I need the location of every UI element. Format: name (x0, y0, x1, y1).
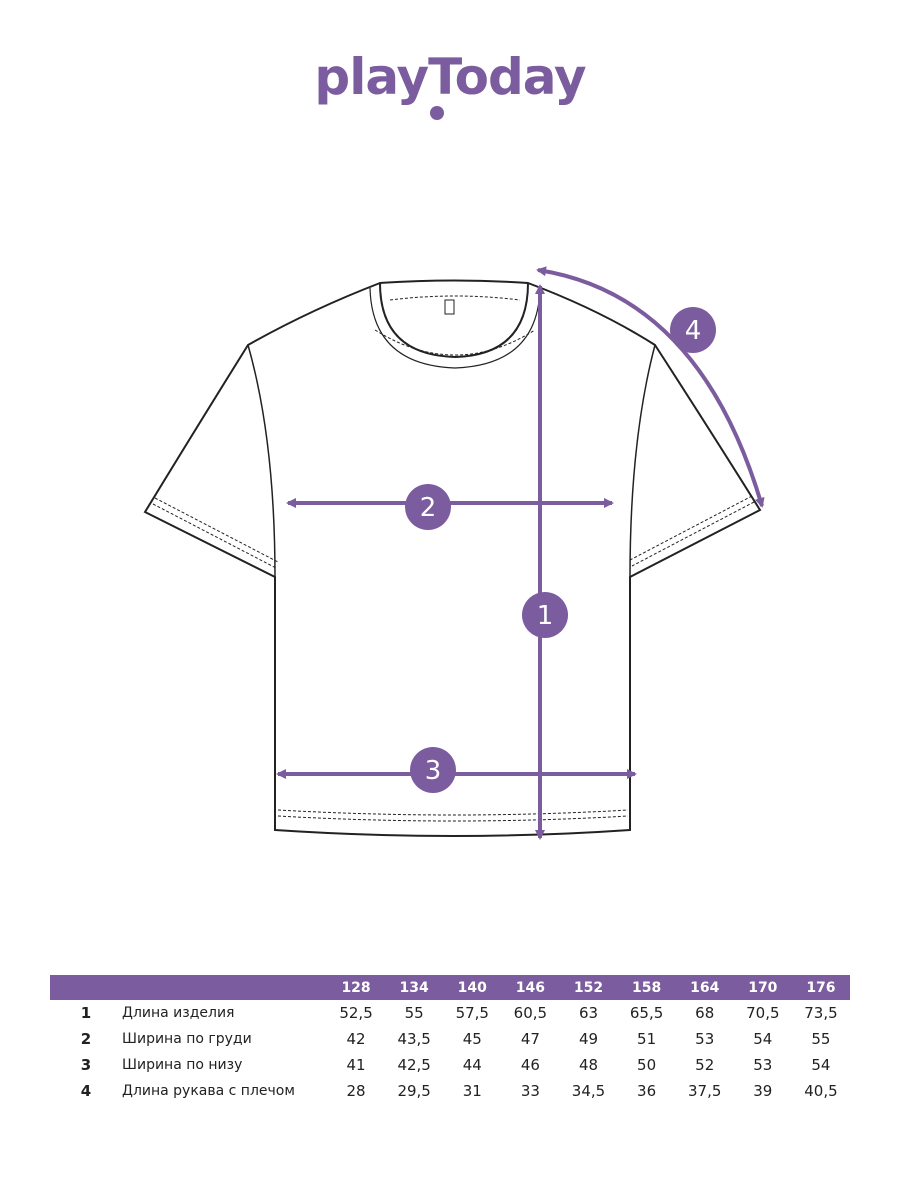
cell-value: 70,5 (746, 1004, 780, 1022)
cell-value: 54 (811, 1056, 831, 1074)
cell-value: 68 (695, 1004, 715, 1022)
size-header: 164 (675, 975, 734, 1000)
table-row: 1 Длина изделия 52,5 55 57,5 60,5 63 65,5 68 70,5… (50, 1000, 850, 1026)
marker-4: 4 (685, 316, 702, 346)
size-header-row: 128 134 140 146 152 158 164 170 176 (50, 975, 850, 1000)
cell-value: 47 (520, 1030, 540, 1048)
cell-value: 28 (346, 1082, 366, 1100)
marker-3: 3 (425, 756, 442, 786)
cell-value: 55 (404, 1004, 424, 1022)
size-header: 176 (791, 975, 850, 1000)
marker-2: 2 (420, 493, 437, 523)
table-row: 4 Длина рукава с плечом 28 29,5 31 33 34,5 36 37… (50, 1078, 850, 1104)
cell-value: 41 (346, 1056, 366, 1074)
cell-value: 29,5 (397, 1082, 431, 1100)
size-header: 140 (443, 975, 502, 1000)
size-header: 152 (559, 975, 618, 1000)
size-header: 134 (385, 975, 444, 1000)
size-table: 128 134 140 146 152 158 164 170 176 1 Длина издел… (50, 975, 850, 1104)
cell-value: 63 (578, 1004, 599, 1022)
brand-logo: playToday (314, 48, 586, 106)
cell-value: 57,5 (455, 1004, 489, 1022)
cell-value: 40,5 (804, 1082, 838, 1100)
row-label: Длина рукава с плечом (122, 1083, 295, 1099)
cell-value: 54 (753, 1030, 773, 1048)
cell-value: 46 (520, 1056, 540, 1074)
cell-value: 31 (462, 1082, 482, 1100)
table-row: 3 Ширина по низу 41 42,5 44 46 48 50 52 53 54 (50, 1052, 850, 1078)
row-number: 1 (80, 1004, 92, 1022)
cell-value: 43,5 (397, 1030, 431, 1048)
cell-value: 34,5 (571, 1082, 606, 1100)
cell-value: 33 (520, 1082, 540, 1100)
cell-value: 48 (578, 1056, 599, 1074)
size-header: 128 (327, 975, 386, 1000)
tshirt-diagram: 1 2 3 4 (143, 266, 765, 840)
cell-value: 73,5 (804, 1004, 838, 1022)
cell-value: 53 (695, 1030, 715, 1048)
cell-value: 44 (462, 1056, 482, 1074)
row-number: 2 (80, 1030, 92, 1048)
cell-value: 53 (753, 1056, 773, 1074)
marker-1: 1 (537, 601, 554, 631)
size-header: 146 (501, 975, 560, 1000)
cell-value: 60,5 (513, 1004, 548, 1022)
row-number: 3 (80, 1056, 92, 1074)
table-row: 2 Ширина по груди 42 43,5 45 47 49 51 53 54 55 (50, 1026, 850, 1052)
size-header: 158 (617, 975, 676, 1000)
size-header: 170 (733, 975, 792, 1000)
cell-value: 37,5 (688, 1082, 722, 1100)
cell-value: 55 (811, 1030, 831, 1048)
cell-value: 45 (462, 1030, 482, 1048)
cell-value: 36 (637, 1082, 657, 1100)
row-label: Длина изделия (122, 1005, 235, 1021)
cell-value: 52 (695, 1056, 715, 1074)
tshirt-outline (143, 279, 762, 837)
cell-value: 52,5 (339, 1004, 373, 1022)
cell-value: 50 (637, 1056, 657, 1074)
row-number: 4 (80, 1082, 92, 1100)
cell-value: 39 (753, 1082, 773, 1100)
row-label: Ширина по низу (122, 1057, 243, 1073)
row-label: Ширина по груди (122, 1031, 252, 1047)
cell-value: 51 (637, 1030, 657, 1048)
cell-value: 49 (578, 1030, 599, 1048)
cell-value: 65,5 (629, 1004, 664, 1022)
cell-value: 42 (346, 1030, 366, 1048)
cell-value: 42,5 (397, 1056, 431, 1074)
logo-dot (430, 106, 444, 120)
